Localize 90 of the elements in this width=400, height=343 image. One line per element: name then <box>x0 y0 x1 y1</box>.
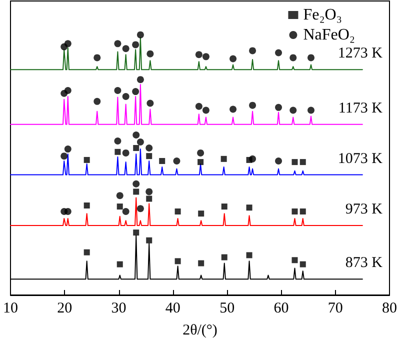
point <box>94 98 101 105</box>
point <box>197 149 204 156</box>
point <box>300 208 306 214</box>
point <box>84 249 90 256</box>
point <box>84 156 90 163</box>
point <box>133 230 140 236</box>
legend-label: NaFeO₂ <box>303 26 356 44</box>
point <box>60 152 68 160</box>
point <box>132 180 140 188</box>
point <box>114 137 122 144</box>
point <box>136 76 144 84</box>
point <box>64 208 72 215</box>
point <box>198 210 204 217</box>
point <box>275 158 282 165</box>
point <box>195 102 202 110</box>
x-tick-label: 20 <box>57 300 72 316</box>
series-label: 1173 K <box>338 100 383 116</box>
point <box>64 146 72 153</box>
point <box>290 106 297 114</box>
point <box>174 258 181 264</box>
point <box>146 50 154 58</box>
point <box>275 104 282 111</box>
point <box>195 51 202 58</box>
x-tick-label: 10 <box>3 300 18 316</box>
series-label: 973 K <box>345 202 383 218</box>
point <box>246 252 252 258</box>
point <box>300 159 306 166</box>
point <box>221 204 228 210</box>
legend-label: Fe₂O₃ <box>303 6 342 24</box>
point <box>136 138 144 146</box>
point <box>146 153 152 160</box>
point <box>132 88 140 96</box>
point <box>249 47 256 54</box>
point <box>275 49 282 56</box>
point <box>308 54 314 62</box>
point <box>122 92 130 100</box>
x-tick-label: 30 <box>111 300 126 316</box>
point <box>230 106 237 113</box>
point <box>136 31 144 38</box>
point <box>146 188 153 196</box>
point <box>116 204 123 210</box>
x-tick-label: 40 <box>165 300 180 316</box>
point <box>116 261 123 268</box>
point <box>132 41 140 48</box>
point <box>308 106 314 114</box>
point <box>146 196 152 202</box>
point <box>230 55 237 62</box>
point <box>136 205 144 212</box>
point <box>133 145 140 151</box>
point <box>133 188 140 195</box>
point <box>249 102 256 109</box>
point <box>84 202 90 208</box>
point <box>114 87 122 94</box>
point <box>114 40 122 48</box>
point <box>122 208 130 215</box>
series-label: 1073 K <box>338 150 383 167</box>
point <box>246 204 252 211</box>
x-tick-label: 70 <box>328 300 343 316</box>
point <box>292 159 298 166</box>
x-tick-label: 80 <box>382 300 397 316</box>
point <box>114 148 121 155</box>
point <box>159 158 166 164</box>
point <box>300 261 306 268</box>
point <box>122 45 130 52</box>
x-tick-label: 60 <box>274 300 289 316</box>
point <box>94 54 101 62</box>
point <box>290 54 297 62</box>
point <box>146 237 152 244</box>
point <box>198 159 204 166</box>
x-tick-label: 50 <box>220 300 235 316</box>
point <box>198 260 204 266</box>
point <box>249 155 256 162</box>
point <box>292 208 298 214</box>
point <box>174 208 181 214</box>
point <box>64 40 72 48</box>
point <box>146 144 153 152</box>
point <box>220 156 227 162</box>
point <box>202 53 210 60</box>
point <box>173 158 180 165</box>
point <box>292 257 298 264</box>
point <box>221 254 228 260</box>
point <box>116 192 124 200</box>
point <box>64 87 72 94</box>
series-label: 1273 K <box>338 46 383 62</box>
series-label: 873 K <box>345 255 383 272</box>
point <box>132 131 140 138</box>
x-axis-title: 2θ/(°) <box>182 322 218 338</box>
point <box>146 100 154 107</box>
point <box>122 149 130 156</box>
point <box>202 106 210 114</box>
